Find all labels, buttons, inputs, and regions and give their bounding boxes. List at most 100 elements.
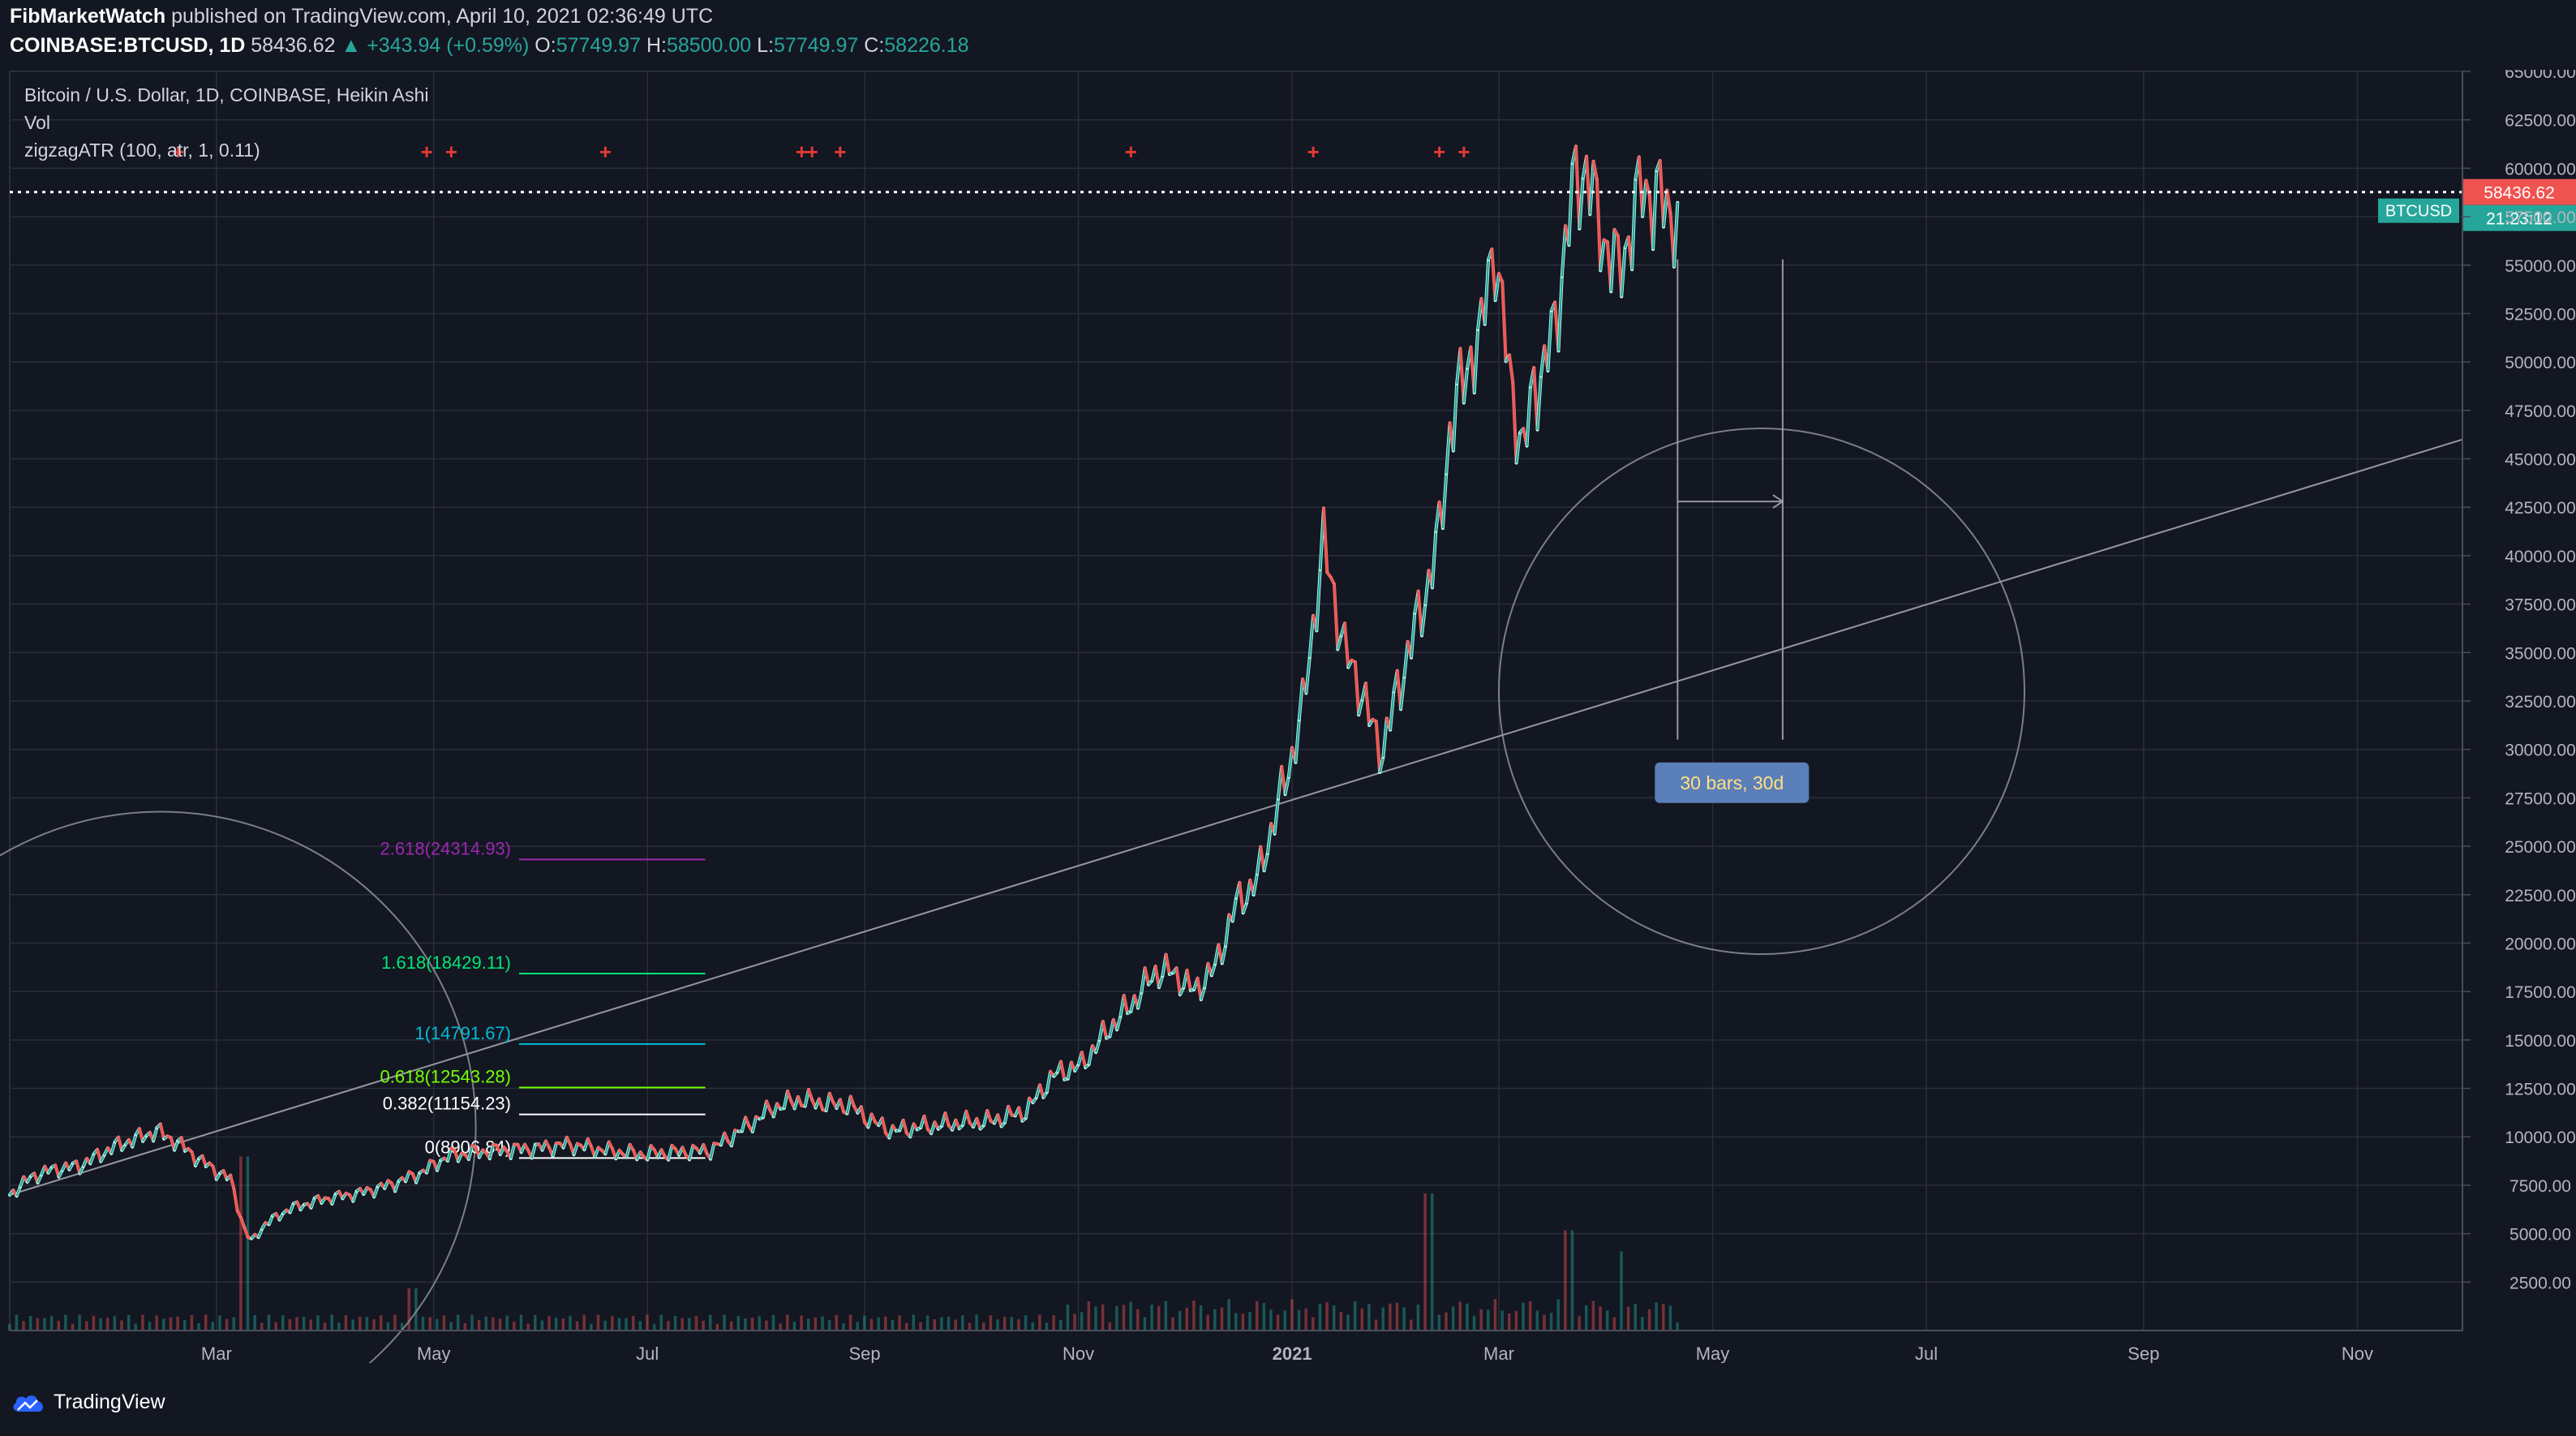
volume-bar xyxy=(22,1321,25,1331)
price-segment-core xyxy=(1305,657,1311,694)
volume-bar xyxy=(43,1318,46,1331)
price-segment-core xyxy=(902,1120,908,1134)
price-segment-core xyxy=(1515,432,1522,463)
volume-bar xyxy=(323,1322,327,1331)
price-segment-core xyxy=(1298,679,1304,720)
symbol-tag-text: BTCUSD xyxy=(2385,203,2452,221)
price-segment-core xyxy=(1557,276,1563,351)
volume-bar xyxy=(1332,1305,1336,1331)
price-segment-core xyxy=(159,1124,165,1140)
y-tick-label: 22500.00 xyxy=(2505,887,2576,905)
volume-bar xyxy=(771,1314,775,1331)
volume-bar xyxy=(1445,1312,1448,1331)
volume-bar xyxy=(954,1319,957,1331)
y-tick-label: 2500.00 xyxy=(2509,1274,2571,1292)
arc-circle[interactable] xyxy=(1498,428,2025,956)
author-name[interactable]: FibMarketWatch xyxy=(10,5,166,28)
plus-icon: + xyxy=(445,140,457,164)
volume-bar xyxy=(105,1318,109,1331)
volume-bar xyxy=(1017,1319,1020,1331)
price-segment-core xyxy=(509,1144,516,1159)
x-tick-label: Jul xyxy=(1915,1344,1938,1364)
volume-bar xyxy=(1122,1305,1126,1331)
volume-bar xyxy=(1402,1307,1406,1331)
x-tick-label: May xyxy=(1696,1344,1730,1364)
price-segment-core xyxy=(1399,677,1406,710)
volume-bar xyxy=(1437,1314,1441,1331)
date-range-measure[interactable]: 30 bars, 30d xyxy=(1655,259,1810,803)
price-segment-core xyxy=(233,1189,238,1212)
price-segment-core xyxy=(1403,641,1409,677)
price-segment-core xyxy=(488,1144,495,1159)
volume-bar xyxy=(49,1316,54,1331)
price-segment-core xyxy=(1452,383,1458,451)
y-tick-label: 42500.00 xyxy=(2505,499,2576,518)
arc-circle[interactable] xyxy=(0,810,477,1436)
volume-bar xyxy=(442,1315,446,1331)
volume-bar xyxy=(933,1319,936,1331)
volume-bar xyxy=(1634,1303,1637,1331)
volume-bar xyxy=(526,1323,530,1331)
volume-bar xyxy=(1192,1300,1196,1331)
volume-bar xyxy=(1234,1313,1238,1331)
price-segment-core xyxy=(1491,249,1496,301)
volume-bar xyxy=(505,1315,509,1331)
price-segment-core xyxy=(1494,273,1501,301)
y-tick-label: 57500.00 xyxy=(2505,209,2576,227)
indicator-legend[interactable]: zigzagATR (100, atr, 1, 0.11) xyxy=(24,140,260,161)
volume-bar xyxy=(274,1322,277,1331)
volume-bar xyxy=(1360,1308,1364,1331)
volume-bar xyxy=(1052,1315,1055,1331)
volume-bar xyxy=(744,1318,747,1331)
volume-bar xyxy=(680,1318,684,1331)
price-segment-core xyxy=(1316,569,1321,631)
volume-bar xyxy=(1269,1309,1273,1331)
price-segment-core xyxy=(1322,508,1329,573)
volume-bar xyxy=(1605,1310,1609,1331)
volume-bar xyxy=(534,1314,537,1331)
volume-bar xyxy=(1087,1301,1091,1331)
price-segment-core xyxy=(1287,747,1294,778)
volume-bar xyxy=(1487,1309,1490,1331)
volume-bar xyxy=(239,1156,243,1331)
series-legend[interactable]: Bitcoin / U.S. Dollar, 1D, COINBASE, Hei… xyxy=(24,84,429,105)
volume-bar xyxy=(302,1317,306,1331)
tradingview-logo[interactable]: TradingView xyxy=(11,1391,165,1414)
price-axis[interactable]: 2500.00 5000.00 7500.00 10000.00 12500.00 150… xyxy=(2462,63,2576,1331)
measure-label-text: 30 bars, 30d xyxy=(1680,772,1784,793)
price-segment-core xyxy=(997,1115,1002,1127)
volume-bar xyxy=(940,1317,943,1331)
price-segment-core xyxy=(1224,914,1230,947)
volume-bar xyxy=(547,1316,551,1331)
volume-bar xyxy=(218,1315,221,1331)
price-segment-core xyxy=(1642,180,1647,217)
price-segment-core xyxy=(1333,584,1339,650)
volume-bar xyxy=(1045,1322,1049,1331)
price-segment-core xyxy=(352,1190,358,1202)
volume-bar xyxy=(1297,1309,1301,1331)
volume-bar xyxy=(1367,1304,1371,1331)
price-segment-core xyxy=(1536,376,1542,430)
fibonacci-extension[interactable]: 2.618(24314.93) 1.618(18429.11) 1(14791.67… xyxy=(380,838,706,1159)
time-axis[interactable]: Mar May Jul Sep Nov 2021 Mar May Jul Sep Nov xyxy=(10,1330,2462,1364)
measure-label-box[interactable] xyxy=(1655,762,1810,803)
volume-bar xyxy=(463,1322,467,1331)
volume-legend[interactable]: Vol xyxy=(24,112,50,133)
volume-bar xyxy=(1389,1303,1392,1331)
volume-bar xyxy=(1528,1301,1532,1331)
price-segment-core xyxy=(1221,945,1227,964)
volume-bar xyxy=(806,1318,810,1331)
volume-bar xyxy=(981,1322,985,1331)
volume-bar xyxy=(631,1315,635,1331)
trendline-line[interactable] xyxy=(9,438,2463,1196)
volume-bar xyxy=(1143,1317,1147,1331)
volume-bar xyxy=(1466,1303,1469,1331)
volume-bar xyxy=(667,1321,670,1331)
trendline[interactable] xyxy=(9,438,2463,1196)
volume-bar xyxy=(225,1318,229,1331)
volume-bar xyxy=(603,1320,607,1331)
volume-bar xyxy=(127,1314,131,1331)
price-segment-core xyxy=(1165,954,1171,975)
price-change: +343.94 (+0.59%) xyxy=(367,34,530,57)
